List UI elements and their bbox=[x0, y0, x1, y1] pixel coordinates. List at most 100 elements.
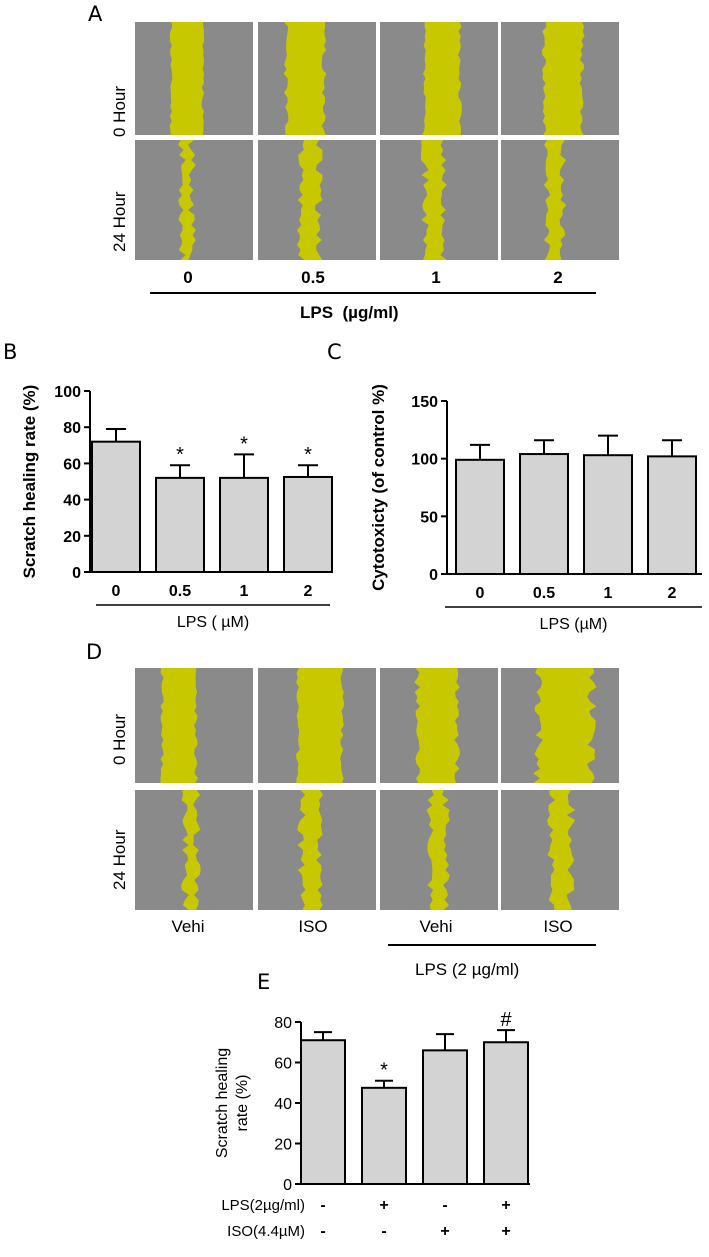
scratch-region bbox=[541, 22, 585, 135]
scratch-image-tile bbox=[501, 668, 619, 783]
y-tick-label: 80 bbox=[63, 420, 81, 437]
chart-b: 0 20 40 60 80 100 0 * 0.5 * 1 * 2 Scratch healing rat… bbox=[20, 384, 333, 631]
scratch-region bbox=[296, 668, 344, 783]
scratch-image-tile bbox=[135, 140, 253, 260]
scratch-region bbox=[297, 140, 323, 260]
panel-d-col-label: ISO bbox=[543, 917, 573, 936]
bar bbox=[647, 455, 697, 575]
scratch-region bbox=[160, 668, 198, 783]
panel-d-col-label: Vehi bbox=[419, 917, 453, 936]
scratch-image-tile bbox=[380, 22, 498, 135]
x-tick-label: 1 bbox=[240, 583, 249, 600]
scratch-image-tile bbox=[135, 22, 253, 135]
scratch-region bbox=[421, 140, 447, 260]
scratch-region bbox=[181, 790, 201, 910]
scratch-image-tile bbox=[258, 140, 376, 260]
y-tick-label: 0 bbox=[429, 567, 438, 584]
significance-mark: # bbox=[500, 1009, 512, 1031]
y-tick-label: 60 bbox=[274, 1056, 292, 1073]
panel-d-group-label: LPS (2 µg/ml) bbox=[415, 960, 520, 979]
condition-label: ISO(4.4µM) bbox=[227, 1223, 305, 1240]
y-tick-label: 50 bbox=[420, 509, 438, 526]
y-tick-label: 20 bbox=[63, 529, 81, 546]
panel-letter-e: E bbox=[257, 970, 271, 994]
significance-mark: * bbox=[176, 444, 184, 466]
panel-d-row-label-0h: 0 Hour bbox=[110, 713, 129, 765]
scratch-region bbox=[422, 22, 462, 135]
panel-a-col-label: 0 bbox=[183, 268, 193, 287]
x-axis-label: LPS ( µM) bbox=[177, 614, 249, 631]
bar bbox=[283, 475, 333, 573]
y-tick-label: 60 bbox=[63, 456, 81, 473]
scratch-region bbox=[543, 140, 567, 260]
x-tick-label: 1 bbox=[604, 585, 613, 602]
bar bbox=[455, 458, 505, 575]
scratch-region bbox=[533, 668, 597, 783]
panel-d-col-label: Vehi bbox=[171, 917, 205, 936]
scratch-image-tile bbox=[380, 790, 498, 910]
condition-sign: + bbox=[379, 1197, 388, 1214]
bar bbox=[483, 1041, 529, 1185]
scratch-region bbox=[178, 140, 196, 260]
panel-d-col-label: ISO bbox=[298, 917, 328, 936]
scratch-image-tile bbox=[501, 140, 619, 260]
y-tick-label: 40 bbox=[63, 493, 81, 510]
bar bbox=[422, 1049, 468, 1185]
y-axis-label: Scratch healing rate (%) bbox=[20, 385, 39, 579]
scratch-image-tile bbox=[501, 790, 619, 910]
x-tick-label: 0 bbox=[476, 585, 485, 602]
panel-a-group-line bbox=[150, 292, 596, 294]
y-tick-label: 100 bbox=[54, 384, 81, 401]
scratch-region bbox=[283, 22, 327, 135]
condition-sign: - bbox=[320, 1197, 325, 1214]
bar bbox=[91, 440, 141, 574]
scratch-image-tile bbox=[380, 140, 498, 260]
condition-sign: + bbox=[440, 1223, 449, 1240]
y-axis-label: Cytotoxicty (of control %) bbox=[369, 384, 388, 591]
panel-letter-b: B bbox=[3, 340, 18, 364]
scratch-image-tile bbox=[258, 668, 376, 783]
scratch-region bbox=[547, 790, 576, 910]
chart-c: 0 50 100 150 0 0.5 1 2 Cytotoxicty (of control %… bbox=[369, 384, 702, 633]
scratch-region bbox=[169, 22, 205, 135]
significance-mark: * bbox=[240, 433, 248, 455]
scratch-image-tile bbox=[380, 668, 498, 783]
condition-sign: - bbox=[381, 1223, 386, 1240]
scratch-image-tile bbox=[501, 22, 619, 135]
bar bbox=[300, 1039, 346, 1185]
y-axis-label: Scratch healing bbox=[214, 1048, 231, 1158]
panel-a-row-label-24h: 24 Hour bbox=[110, 191, 129, 252]
bar bbox=[219, 476, 269, 573]
panel-a-col-label: 1 bbox=[431, 268, 441, 287]
y-tick-label: 80 bbox=[274, 1015, 292, 1032]
panel-letter-d: D bbox=[86, 640, 103, 664]
x-axis-label: LPS (µM) bbox=[540, 616, 608, 633]
condition-sign: - bbox=[442, 1197, 447, 1214]
y-axis-label: rate (%) bbox=[234, 1075, 251, 1132]
condition-sign: + bbox=[501, 1197, 510, 1214]
panel-a-row-label-0h: 0 Hour bbox=[110, 85, 129, 137]
condition-sign: - bbox=[320, 1223, 325, 1240]
significance-mark: * bbox=[304, 444, 312, 466]
panel-letter-a: A bbox=[88, 2, 103, 26]
bar bbox=[583, 454, 633, 575]
bar bbox=[361, 1086, 407, 1185]
y-tick-label: 40 bbox=[274, 1096, 292, 1113]
x-tick-label: 2 bbox=[304, 583, 313, 600]
scratch-region bbox=[297, 790, 324, 910]
panel-a-col-label: 2 bbox=[553, 268, 563, 287]
x-tick-label: 0.5 bbox=[169, 583, 191, 600]
panel-a-axis-label: LPS (µg/ml) bbox=[300, 303, 399, 322]
scratch-image-tile bbox=[258, 790, 376, 910]
scratch-region bbox=[426, 790, 450, 910]
bar bbox=[519, 453, 569, 575]
scratch-region bbox=[414, 668, 460, 783]
x-tick-label: 2 bbox=[668, 585, 677, 602]
bar bbox=[155, 476, 205, 573]
y-tick-label: 20 bbox=[274, 1137, 292, 1154]
panel-letter-c: C bbox=[327, 340, 342, 364]
panel-a-col-label: 0.5 bbox=[301, 268, 325, 287]
x-tick-label: 0.5 bbox=[533, 585, 555, 602]
y-tick-label: 100 bbox=[411, 452, 438, 469]
condition-label: LPS(2µg/ml) bbox=[221, 1197, 305, 1214]
